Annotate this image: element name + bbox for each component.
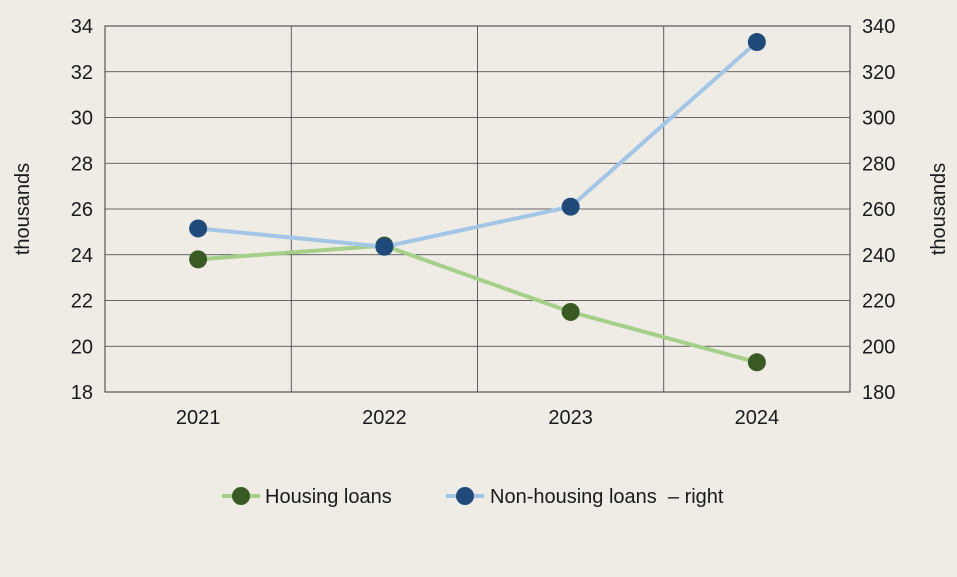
left-tick-label: 18: [71, 382, 93, 404]
left-tick-label: 32: [71, 62, 93, 84]
data-point-nonhousing: [561, 197, 580, 216]
x-axis-ticks: 2021 2022 2023 2024: [176, 407, 779, 429]
left-tick-label: 20: [71, 336, 93, 358]
left-tick-label: 34: [71, 16, 93, 38]
right-axis-title: thousands: [928, 163, 950, 255]
right-tick-label: 280: [862, 153, 895, 175]
right-tick-label: 260: [862, 199, 895, 221]
left-tick-label: 24: [71, 245, 93, 267]
x-tick-label: 2024: [735, 407, 780, 429]
data-point-nonhousing: [189, 219, 208, 238]
x-tick-label: 2021: [176, 407, 221, 429]
data-point-housing: [747, 353, 766, 372]
plot-frame: [104, 25, 851, 393]
x-tick-label: 2023: [548, 407, 593, 429]
right-tick-label: 200: [862, 336, 895, 358]
series-layer: [189, 33, 766, 372]
right-tick-label: 320: [862, 62, 895, 84]
x-tick-label: 2022: [362, 407, 407, 429]
data-point-housing: [561, 302, 580, 321]
left-tick-label: 26: [71, 199, 93, 221]
right-tick-label: 300: [862, 108, 895, 130]
legend-nonhousing-label: Non-housing loans – right: [490, 486, 724, 508]
data-point-nonhousing: [375, 237, 394, 256]
left-tick-label: 22: [71, 291, 93, 313]
left-axis-title: thousands: [12, 163, 34, 255]
data-point-housing: [189, 250, 208, 269]
right-axis-ticks: 180 200 220 240 260 280 300 320 340: [862, 16, 895, 404]
legend-housing-marker: [232, 487, 250, 505]
legend-housing-label: Housing loans: [265, 486, 392, 508]
left-tick-label: 28: [71, 153, 93, 175]
left-axis-ticks: 18 20 22 24 26 28 30 32 34: [71, 16, 93, 404]
right-tick-label: 340: [862, 16, 895, 38]
right-tick-label: 220: [862, 291, 895, 313]
right-tick-label: 180: [862, 382, 895, 404]
series-line-housing: [196, 243, 759, 365]
legend-nonhousing-marker: [456, 487, 474, 505]
legend: Housing loans Non-housing loans – right: [222, 486, 724, 508]
left-tick-label: 30: [71, 108, 93, 130]
data-point-nonhousing: [747, 33, 766, 52]
grid-lines: [105, 26, 850, 392]
right-tick-label: 240: [862, 245, 895, 267]
series-line-nonhousing: [196, 40, 759, 249]
